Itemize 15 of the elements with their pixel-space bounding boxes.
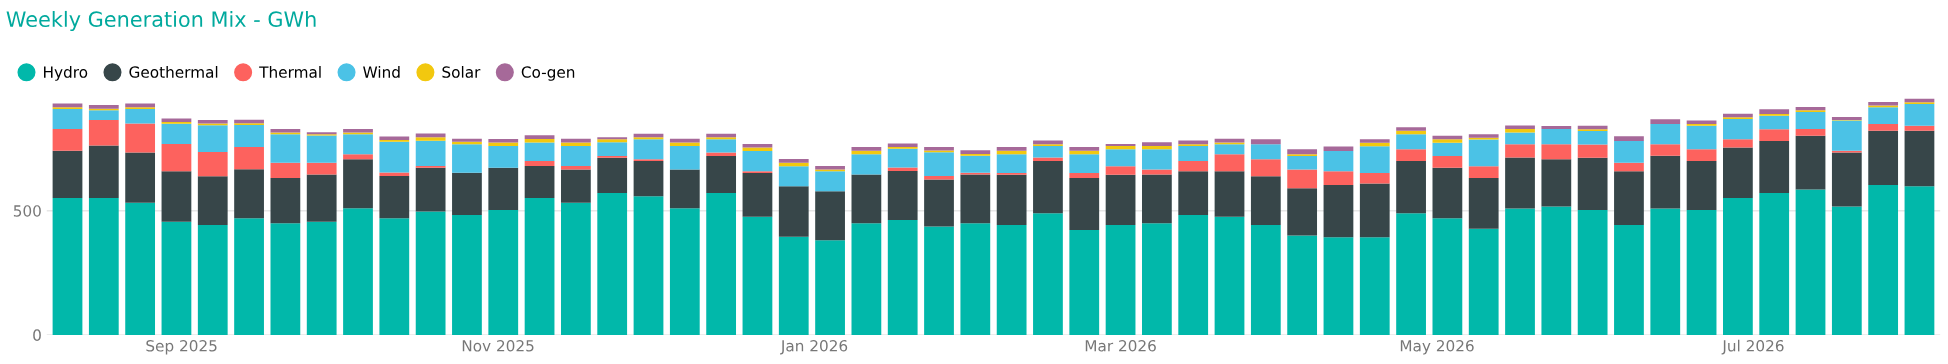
x-tick-label: May 2026 — [1400, 340, 1474, 355]
legend-label: Solar — [442, 66, 481, 78]
y-tick-label: 500 — [13, 205, 41, 217]
legend-label: Wind — [363, 66, 400, 78]
legend-label: Geothermal — [129, 66, 218, 78]
y-tick-label: 0 — [33, 329, 41, 341]
x-tick-label: Nov 2025 — [462, 340, 534, 352]
x-tick-label: Sep 2025 — [146, 340, 217, 355]
x-tick-label: Mar 2026 — [1085, 340, 1156, 352]
legend-label: Thermal — [259, 66, 321, 78]
x-tick-label: Jul 2026 — [1721, 339, 1784, 355]
legend-label: Co-gen — [521, 66, 575, 81]
x-tick-label: Jan 2026 — [780, 340, 848, 355]
legend-label: Hydro — [44, 66, 88, 81]
chart-title: Weekly Generation Mix - GWh — [6, 10, 316, 32]
